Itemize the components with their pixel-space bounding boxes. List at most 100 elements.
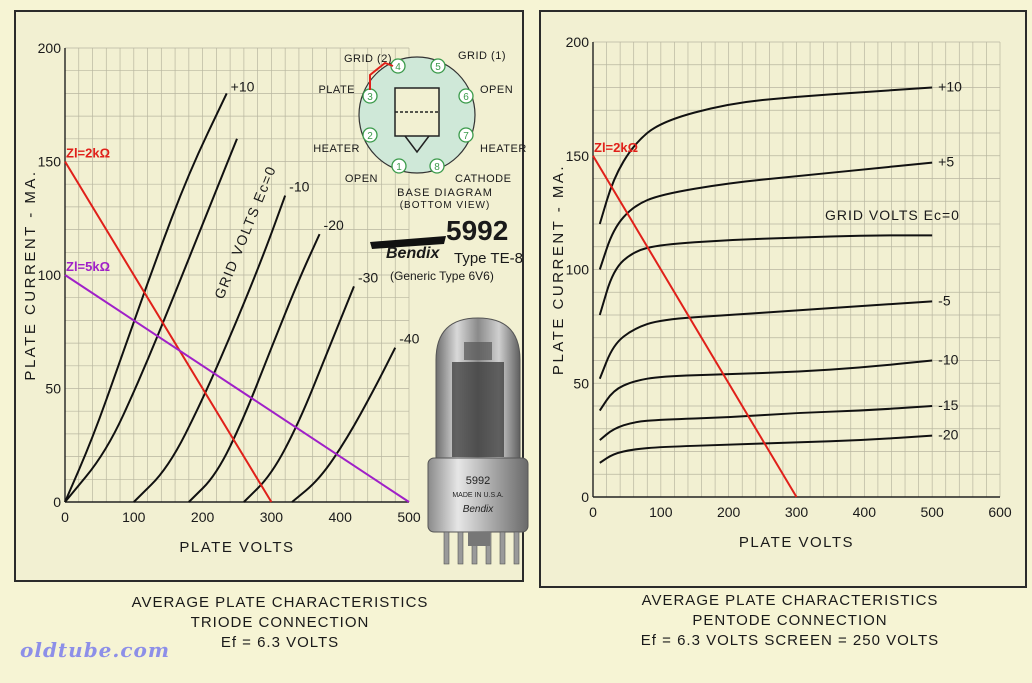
pin-1-number: 1 [396, 162, 402, 173]
right-x-tick-label: 400 [853, 504, 877, 520]
pin-6-marker [458, 88, 474, 104]
tube-branding: Bendix 5992 Type TE-8 (Generic Type 6V6) [370, 215, 523, 283]
tube-pin [513, 531, 520, 565]
right-x-axis-label: PLATE VOLTS [739, 534, 854, 551]
left-caption-line-2: TRIODE CONNECTION [190, 614, 370, 631]
left-curve-3 [188, 233, 321, 503]
right-y-axis-label: PLATE CURRENT - MA. [550, 164, 567, 375]
base-diagram-subtitle: (BOTTOM VIEW) [400, 200, 491, 211]
tube-key-post [468, 532, 490, 546]
pin-5-label: GRID (1) [458, 50, 506, 62]
left-x-axis-label: PLATE VOLTS [179, 539, 294, 556]
left-load-line-label: Zl=5kΩ [66, 259, 110, 274]
right-curve-label: -15 [938, 397, 958, 413]
left-grid-volts-annotation: GRID VOLTS Ec=0 [211, 163, 279, 301]
right-y-tick-label: 50 [573, 375, 589, 391]
left-x-tick-label: 100 [122, 509, 146, 525]
right-curve-4 [598, 359, 933, 412]
pin-1-marker [391, 158, 407, 174]
tube-base-model: 5992 [466, 475, 490, 487]
pin-4-number: 4 [395, 62, 401, 73]
right-curve-3 [598, 300, 933, 380]
bendix-logo-text: Bendix [386, 245, 440, 262]
right-y-tick-label: 150 [566, 148, 590, 164]
right-curve-0 [598, 86, 933, 225]
right-x-tick-label: 100 [649, 504, 673, 520]
right-x-tick-label: 200 [717, 504, 741, 520]
bendix-logo-bar [370, 236, 446, 249]
left-curve-5 [291, 347, 397, 503]
left-caption-line-3: Ef = 6.3 VOLTS [220, 634, 340, 651]
left-y-tick-label: 150 [38, 154, 62, 170]
right-caption-line-1: AVERAGE PLATE CHARACTERISTICS [641, 592, 939, 609]
tube-pin [457, 531, 464, 565]
pin-5-number: 5 [435, 62, 441, 73]
right-curve-2 [598, 234, 933, 316]
plate-grid2-strap [369, 61, 394, 90]
right-caption-line-2: PENTODE CONNECTION [692, 612, 888, 629]
right-y-tick-label: 0 [581, 489, 589, 505]
right-curve-label: +5 [938, 154, 954, 170]
left-x-tick-label: 300 [260, 509, 284, 525]
right-chart: 0 100 200 300 400 500 600 0 50 100 150 200 PLATE VOL… [550, 34, 1012, 551]
pin-2-marker [362, 127, 378, 143]
left-curve-0 [64, 92, 228, 503]
left-chart-caption: AVERAGE PLATE CHARACTERISTICS TRIODE CON… [60, 593, 500, 653]
tube-base-brand: Bendix [463, 504, 495, 515]
right-chart-caption: AVERAGE PLATE CHARACTERISTICS PENTODE CO… [560, 591, 1020, 651]
left-x-tick-label: 0 [61, 509, 69, 525]
tube-base-made-in: MADE IN U.S.A. [452, 492, 503, 499]
right-curve-label: +10 [938, 79, 962, 95]
pin-1-label: OPEN [345, 173, 378, 185]
left-curve-label: -20 [324, 217, 344, 233]
tube-generic-type: (Generic Type 6V6) [390, 269, 494, 283]
pin-7-label: HEATER [480, 143, 527, 155]
right-caption-line-3: Ef = 6.3 VOLTS SCREEN = 250 VOLTS [640, 632, 940, 649]
left-load-line [64, 274, 410, 503]
right-y-tick-label: 100 [566, 262, 590, 278]
tube-pin [443, 531, 450, 565]
left-load-line-label: Zl=2kΩ [66, 146, 110, 161]
left-x-tick-label: 500 [397, 509, 421, 525]
right-curve-1 [598, 161, 933, 270]
left-y-axis-label: PLATE CURRENT - MA. [22, 169, 39, 380]
left-load-line [64, 160, 273, 503]
right-x-tick-label: 600 [988, 504, 1012, 520]
left-caption-line-1: AVERAGE PLATE CHARACTERISTICS [131, 594, 429, 611]
left-curve-label: -40 [399, 331, 419, 347]
right-load-line-label: Zl=2kΩ [594, 140, 638, 155]
right-grid-volts-annotation: GRID VOLTS Ec=0 [825, 207, 960, 223]
right-y-tick-label: 200 [566, 34, 590, 50]
pin-4-label: GRID (2) [344, 53, 392, 65]
base-diagram-title: BASE DIAGRAM [397, 187, 493, 199]
pin-8-label: CATHODE [455, 173, 511, 185]
pin-2-label: HEATER [313, 143, 360, 155]
tube-internal-plate [452, 362, 504, 457]
pin-8-marker [429, 158, 445, 174]
pin-7-number: 7 [463, 131, 469, 142]
pin-5-marker [430, 58, 446, 74]
left-curve-label: -10 [289, 179, 309, 195]
pin-6-number: 6 [463, 92, 469, 103]
right-load-line [592, 155, 798, 498]
right-x-tick-label: 500 [920, 504, 944, 520]
left-curve-4 [243, 285, 355, 503]
left-x-tick-label: 400 [329, 509, 353, 525]
left-y-tick-label: 50 [45, 381, 61, 397]
left-y-tick-label: 100 [38, 267, 62, 283]
tube-type-label: Type TE-8 [454, 250, 523, 267]
pin-7-marker [458, 127, 474, 143]
left-x-tick-label: 200 [191, 509, 215, 525]
right-curve-label: -10 [938, 352, 958, 368]
left-curve-1 [64, 138, 238, 503]
left-curve-label: +10 [231, 78, 255, 94]
tube-image: 5992 MADE IN U.S.A. Bendix [427, 317, 529, 565]
right-curve-label: -20 [938, 427, 958, 443]
pin-3-number: 3 [367, 92, 373, 103]
watermark-link[interactable]: oldtube.com [20, 638, 171, 662]
right-x-tick-label: 300 [785, 504, 809, 520]
tube-pin [499, 531, 506, 565]
tube-model-number: 5992 [446, 215, 508, 246]
